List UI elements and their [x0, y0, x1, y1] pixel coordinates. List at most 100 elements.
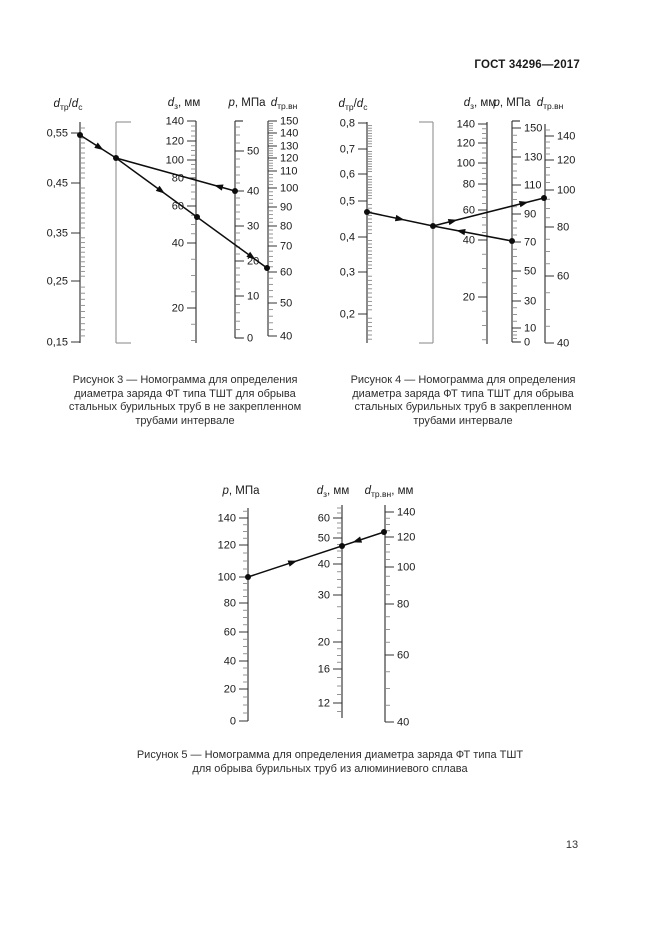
svg-text:40: 40: [247, 186, 259, 198]
svg-text:0,15: 0,15: [47, 337, 68, 349]
caption-line: трубами интервале: [413, 414, 513, 427]
svg-text:50: 50: [280, 298, 292, 310]
svg-text:60: 60: [280, 267, 292, 279]
svg-text:0,55: 0,55: [47, 128, 68, 140]
caption-line: трубами интервале: [135, 414, 235, 427]
svg-text:0,3: 0,3: [340, 267, 355, 279]
figure3-caption: Рисунок 3 — Номограмма для определения д…: [40, 374, 330, 428]
svg-text:30: 30: [247, 221, 259, 233]
svg-text:30: 30: [524, 296, 536, 308]
svg-text:50: 50: [524, 266, 536, 278]
scale-title-d_z_mm: dз, мм: [168, 97, 201, 111]
svg-text:10: 10: [524, 323, 536, 335]
svg-text:110: 110: [280, 166, 298, 178]
svg-text:0,35: 0,35: [47, 228, 68, 240]
svg-text:50: 50: [318, 533, 330, 545]
figure5-caption: Рисунок 5 — Номограмма для определения д…: [85, 749, 575, 776]
svg-text:120: 120: [166, 136, 184, 148]
scale-title-p_MPa: p, МПа: [221, 485, 260, 497]
svg-text:40: 40: [318, 559, 330, 571]
example-point-dot: [194, 214, 200, 220]
svg-text:140: 140: [218, 513, 236, 525]
svg-text:16: 16: [318, 664, 330, 676]
example-point-dot: [245, 574, 251, 580]
svg-text:0: 0: [524, 337, 530, 349]
caption-line: Рисунок 5 — Номограмма для определения д…: [136, 749, 524, 761]
svg-text:20: 20: [172, 303, 184, 315]
scale-title-p_MPa: p, МПа: [227, 97, 266, 109]
caption-line: Рисунок 4 — Номограмма для определения: [350, 374, 576, 386]
svg-text:120: 120: [280, 153, 298, 165]
svg-text:80: 80: [224, 598, 236, 610]
svg-text:140: 140: [457, 119, 475, 131]
svg-text:0,45: 0,45: [47, 178, 68, 190]
svg-text:60: 60: [172, 201, 184, 213]
scale-title-d_z_mm: dз, мм: [317, 485, 350, 499]
svg-text:30: 30: [318, 590, 330, 602]
example-point-dot: [264, 265, 270, 271]
nomogram-Рисунок 4: 0,80,70,60,50,40,30,2dтр/dс1401201008060…: [339, 97, 576, 350]
svg-text:60: 60: [557, 271, 569, 283]
svg-text:50: 50: [247, 146, 259, 158]
caption-line: диаметра заряда ФТ типа ТШТ для обрыва: [74, 387, 296, 400]
example-point-dot: [339, 543, 345, 549]
svg-text:100: 100: [280, 183, 298, 195]
example-point-dot: [77, 132, 83, 138]
svg-text:70: 70: [280, 241, 292, 253]
svg-text:10: 10: [247, 291, 259, 303]
svg-text:40: 40: [224, 656, 236, 668]
svg-text:40: 40: [463, 235, 475, 247]
svg-text:0,4: 0,4: [340, 232, 355, 244]
svg-text:100: 100: [166, 155, 184, 167]
svg-text:130: 130: [280, 141, 298, 153]
svg-text:60: 60: [224, 627, 236, 639]
svg-text:100: 100: [457, 158, 475, 170]
svg-text:20: 20: [318, 637, 330, 649]
svg-text:130: 130: [524, 152, 542, 164]
svg-text:150: 150: [524, 123, 542, 135]
document-header: ГОСТ 34296—2017: [474, 59, 580, 71]
svg-text:80: 80: [397, 599, 409, 611]
svg-text:90: 90: [280, 202, 292, 214]
svg-text:120: 120: [397, 532, 415, 544]
svg-text:80: 80: [463, 179, 475, 191]
svg-text:90: 90: [524, 209, 536, 221]
caption-line: Рисунок 3 — Номограмма для определения: [72, 374, 298, 386]
svg-text:20: 20: [224, 684, 236, 696]
svg-text:80: 80: [280, 221, 292, 233]
svg-text:110: 110: [524, 180, 542, 192]
svg-text:120: 120: [557, 155, 575, 167]
nomogram-Рисунок 3: 0,550,450,350,250,15dтр/dс14012010080604…: [47, 97, 299, 349]
svg-text:60: 60: [463, 205, 475, 217]
svg-text:40: 40: [397, 717, 409, 729]
svg-text:100: 100: [557, 185, 575, 197]
svg-text:40: 40: [280, 331, 292, 343]
scale-title-d_tr_vn: dтр.вн: [271, 97, 298, 111]
svg-text:0,6: 0,6: [340, 169, 355, 181]
example-point-dot: [381, 529, 387, 535]
svg-text:60: 60: [397, 650, 409, 662]
scale-title-p_MPa: p, МПа: [492, 97, 531, 109]
svg-text:140: 140: [557, 131, 575, 143]
svg-text:0,5: 0,5: [340, 196, 355, 208]
svg-text:40: 40: [172, 238, 184, 250]
svg-text:40: 40: [557, 338, 569, 350]
svg-text:100: 100: [397, 562, 415, 574]
svg-text:120: 120: [457, 138, 475, 150]
scale-title-d_tr/d_c: dтр/dс: [339, 98, 369, 112]
svg-text:120: 120: [218, 540, 236, 552]
svg-text:0,25: 0,25: [47, 276, 68, 288]
example-point-dot: [509, 238, 515, 244]
example-point-dot: [541, 195, 547, 201]
svg-text:150: 150: [280, 116, 298, 128]
scale-title-d_z_mm: dз, мм: [464, 97, 497, 111]
svg-text:70: 70: [524, 237, 536, 249]
svg-text:20: 20: [247, 256, 259, 268]
svg-text:0: 0: [230, 716, 236, 728]
page-number: 13: [565, 839, 579, 851]
example-point-dot: [364, 209, 370, 215]
example-point-dot: [232, 188, 238, 194]
svg-text:80: 80: [557, 222, 569, 234]
caption-line: стальных бурильных труб в закрепленном: [354, 401, 572, 413]
